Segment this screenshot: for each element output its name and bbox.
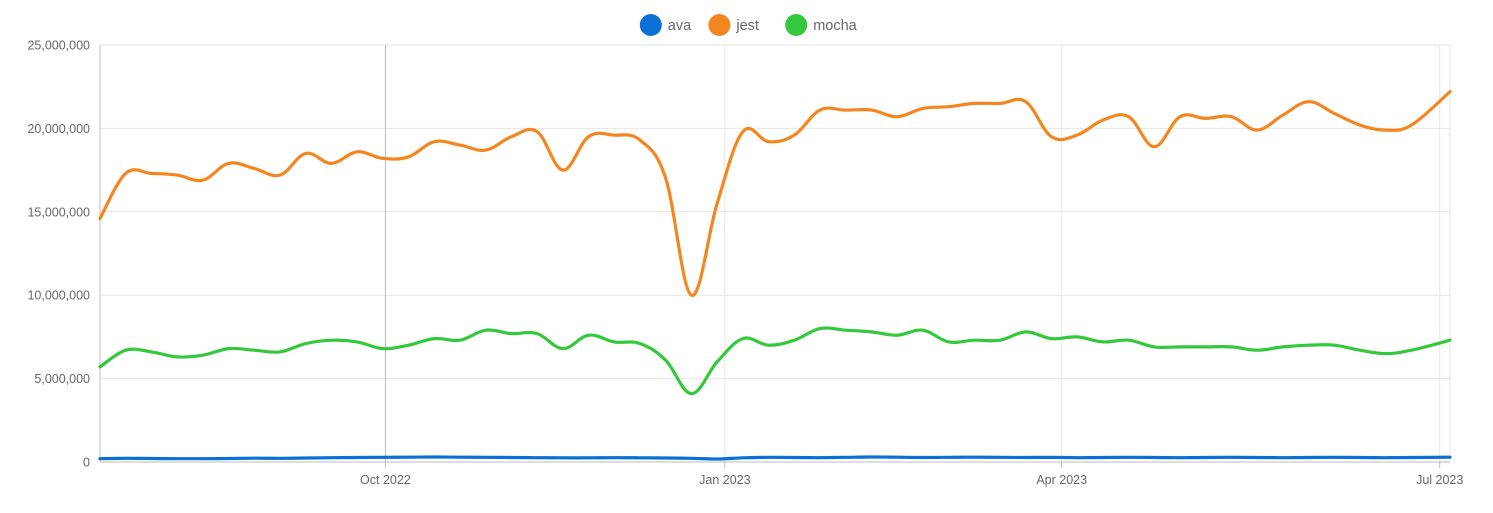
legend-label-ava: ava [668, 18, 692, 34]
x-tick-label: Jul 2023 [1416, 473, 1463, 487]
legend-marker-mocha [785, 14, 808, 36]
legend-label-jest: jest [735, 18, 759, 34]
x-axis-tick-labels: Oct 2022 Jan 2023 Apr 2023 Jul 2023 [360, 473, 1463, 487]
series-line-jest [98, 90, 1452, 297]
y-tick-label: 5,000,000 [34, 372, 90, 386]
vertical-gridlines [384, 45, 1451, 468]
y-tick-label: 20,000,000 [27, 122, 90, 136]
horizontal-gridlines [100, 44, 1450, 380]
legend-label-mocha: mocha [813, 18, 857, 34]
y-axis-tick-labels: 0 5,000,000 10,000,000 15,000,000 20,000,000… [27, 39, 90, 470]
y-tick-label: 10,000,000 [27, 289, 90, 303]
legend-marker-jest [708, 14, 731, 36]
y-tick-label: 0 [83, 456, 90, 470]
x-tick-label: Apr 2023 [1036, 473, 1087, 487]
series-lines [98, 90, 1452, 461]
legend: ava jest mocha [639, 14, 858, 36]
axes [99, 45, 1450, 463]
series-line-mocha [98, 326, 1452, 396]
y-tick-label: 15,000,000 [27, 205, 90, 219]
x-tick-label: Jan 2023 [699, 473, 750, 487]
legend-marker-ava [639, 14, 662, 36]
series-line-ava [98, 455, 1452, 461]
y-tick-label: 25,000,000 [27, 39, 90, 53]
x-tick-label: Oct 2022 [360, 473, 411, 487]
